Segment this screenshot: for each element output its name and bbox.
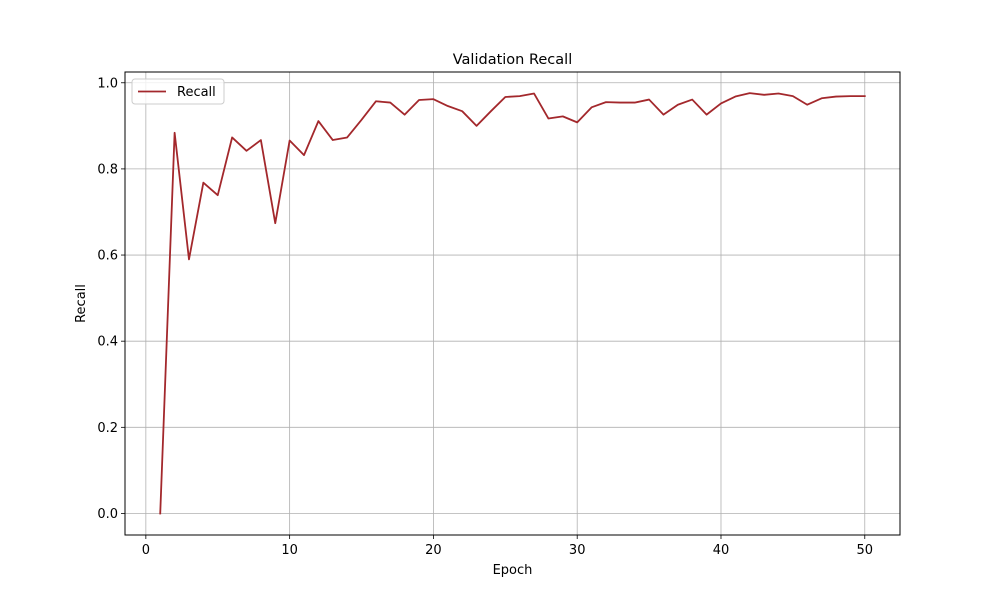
chart-title: Validation Recall: [453, 52, 572, 68]
y-tick-label: 0.6: [97, 249, 118, 264]
legend: Recall: [131, 78, 225, 105]
y-tick-label: 0.4: [97, 335, 118, 350]
legend-label-recall: Recall: [177, 85, 216, 100]
y-tick-label: 1.0: [97, 76, 118, 91]
x-tick-label: 0: [142, 543, 150, 558]
y-tick-label: 0.8: [97, 162, 118, 177]
x-tick-label: 40: [713, 543, 730, 558]
x-axis-label: Epoch: [493, 563, 533, 578]
grid-lines: [125, 72, 900, 535]
plot-area-frame: [124, 71, 901, 536]
x-axis-ticks: 0 10 20 30 40 50: [142, 535, 873, 558]
x-tick-label: 50: [856, 543, 873, 558]
legend-box: [131, 78, 225, 105]
y-tick-label: 0.2: [97, 421, 118, 436]
x-tick-label: 10: [281, 543, 298, 558]
x-tick-label: 30: [569, 543, 586, 558]
series-layer: [159, 92, 866, 515]
y-tick-label: 0.0: [97, 507, 118, 522]
x-tick-label: 20: [425, 543, 442, 558]
y-axis-ticks: 0.0 0.2 0.4 0.6 0.8 1.0: [97, 76, 125, 522]
y-axis-label: Recall: [74, 284, 89, 323]
series-line-recall: [159, 92, 866, 515]
